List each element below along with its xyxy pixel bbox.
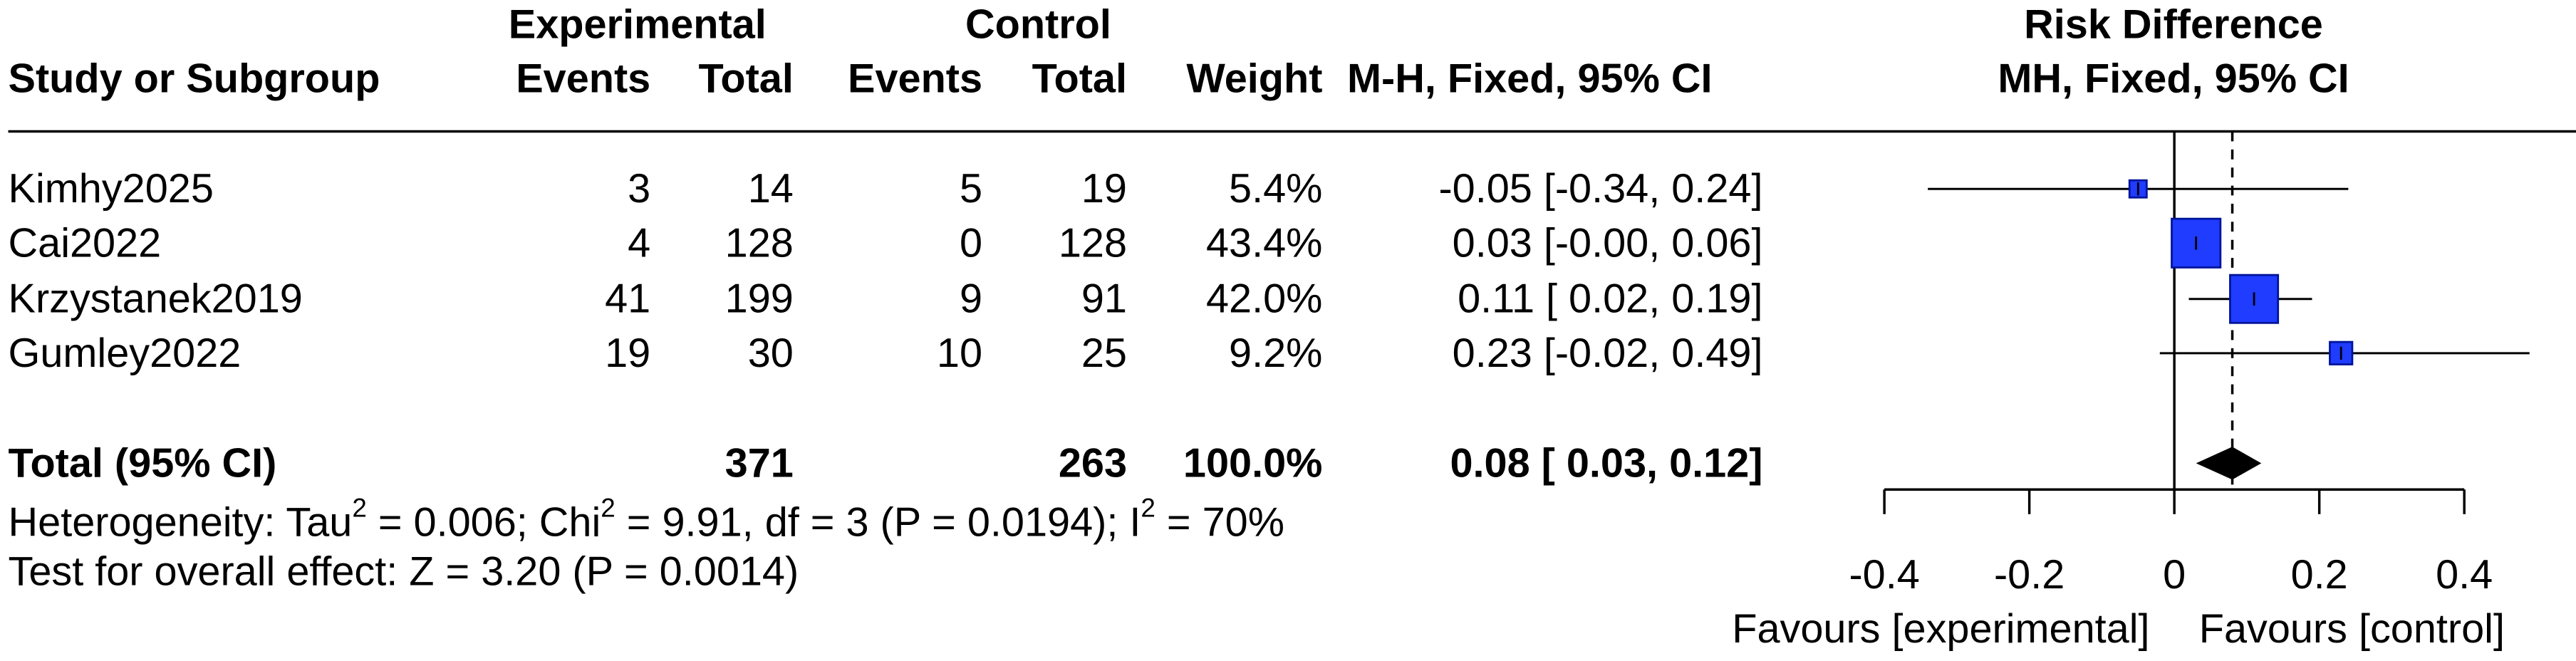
total-weight-label: 100.0%: [1183, 440, 1323, 486]
cell-ctrl-total: 25: [1081, 330, 1127, 376]
x-tick-label: 0.4: [2436, 552, 2493, 598]
heterogeneity-part: = 0.006; Chi: [367, 499, 601, 545]
total-exp-total: 371: [725, 440, 794, 486]
header-exp-events: Events: [516, 56, 650, 102]
cell-weight-label: 42.0%: [1206, 276, 1322, 322]
header-ctrl-total: Total: [1032, 56, 1127, 102]
superscript: 2: [352, 493, 367, 522]
cell-study: Cai2022: [9, 220, 162, 266]
cell-study: Kimhy2025: [9, 166, 214, 212]
cell-effect-label: 0.23 [-0.02, 0.49]: [1453, 330, 1763, 376]
heterogeneity-part: = 9.91, df = 3 (P = 0.0194); I: [616, 499, 1141, 545]
header-weight: Weight: [1186, 56, 1322, 102]
cell-exp-total: 128: [725, 220, 794, 266]
cell-ctrl-events: 0: [960, 220, 982, 266]
cell-ctrl-events: 10: [937, 330, 982, 376]
header-effect: M-H, Fixed, 95% CI: [1347, 56, 1712, 102]
x-tick-label: -0.4: [1849, 552, 1919, 598]
cell-ctrl-total: 128: [1059, 220, 1127, 266]
cell-exp-events: 4: [628, 220, 650, 266]
cell-exp-total: 14: [748, 166, 794, 212]
total-effect-label: 0.08 [ 0.03, 0.12]: [1450, 440, 1762, 486]
cell-exp-total: 30: [748, 330, 794, 376]
header-study: Study or Subgroup: [9, 56, 380, 102]
total-ctrl-total: 263: [1059, 440, 1127, 486]
cell-exp-events: 19: [605, 330, 650, 376]
overall-effect: Test for overall effect: Z = 3.20 (P = 0…: [9, 549, 799, 595]
cell-ctrl-total: 19: [1081, 166, 1127, 212]
cell-effect-label: 0.03 [-0.00, 0.06]: [1453, 220, 1763, 266]
cell-ctrl-events: 9: [960, 276, 982, 322]
plot-subtitle: MH, Fixed, 95% CI: [1998, 56, 2349, 102]
cell-effect-label: -0.05 [-0.34, 0.24]: [1438, 166, 1762, 212]
cell-study: Gumley2022: [9, 330, 242, 376]
x-tick-label: 0: [2163, 552, 2186, 598]
header-experimental: Experimental: [509, 2, 767, 48]
header-ctrl-events: Events: [848, 56, 982, 102]
cell-ctrl-total: 91: [1081, 276, 1127, 322]
cell-effect-label: 0.11 [ 0.02, 0.19]: [1458, 276, 1762, 322]
heterogeneity: Heterogeneity: Tau2 = 0.006; Chi2 = 9.91…: [9, 493, 1284, 545]
x-tick-label: -0.2: [1994, 552, 2065, 598]
cell-weight-label: 5.4%: [1229, 166, 1322, 212]
heterogeneity-part: = 70%: [1155, 499, 1284, 545]
pooled-diamond: [2196, 447, 2262, 480]
superscript: 2: [601, 493, 616, 522]
x-label-left: Favours [experimental]: [1732, 606, 2149, 652]
header-control: Control: [965, 2, 1111, 48]
heterogeneity-part: Heterogeneity: Tau: [9, 499, 353, 545]
superscript: 2: [1141, 493, 1155, 522]
cell-ctrl-events: 5: [960, 166, 982, 212]
x-tick-label: 0.2: [2291, 552, 2348, 598]
cell-exp-events: 3: [628, 166, 650, 212]
header-exp-total: Total: [698, 56, 793, 102]
plot-title: Risk Difference: [2024, 2, 2323, 48]
x-label-right: Favours [control]: [2199, 606, 2505, 652]
cell-exp-events: 41: [605, 276, 650, 322]
cell-weight-label: 43.4%: [1206, 220, 1322, 266]
total-study: Total (95% CI): [9, 440, 277, 486]
cell-weight-label: 9.2%: [1229, 330, 1322, 376]
cell-study: Krzystanek2019: [9, 276, 303, 322]
cell-exp-total: 199: [725, 276, 794, 322]
